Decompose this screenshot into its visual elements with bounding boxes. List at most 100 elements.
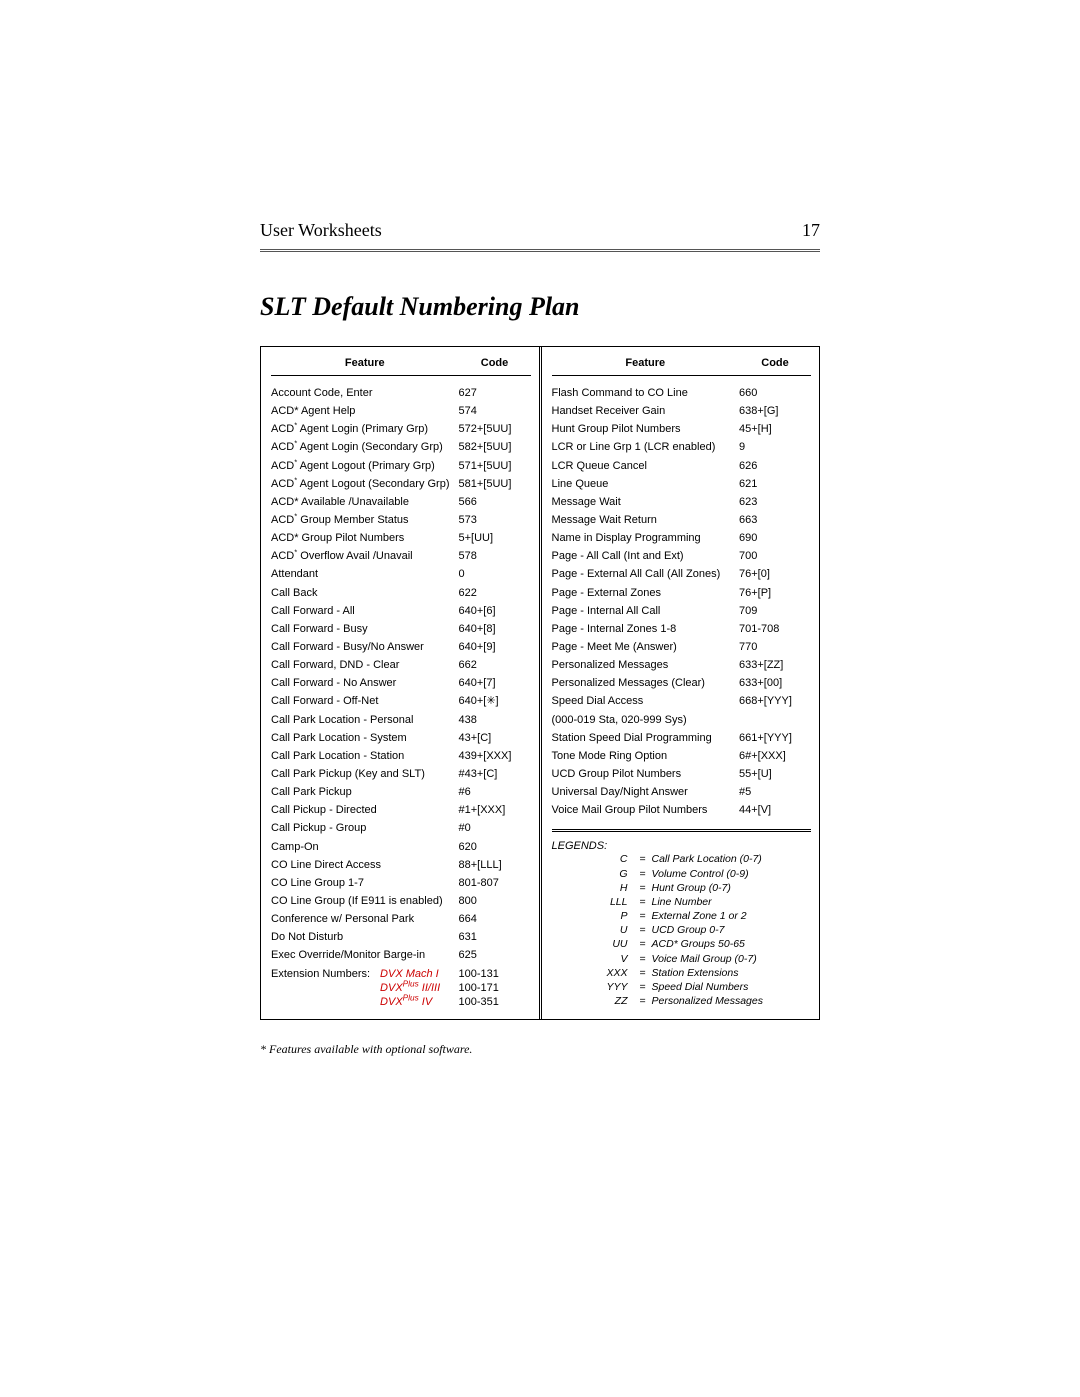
feature-cell: Message Wait Return (552, 511, 740, 529)
table-row: ACD* Agent Login (Secondary Grp)582+[5UU… (271, 438, 531, 456)
feature-cell: CO Line Group 1-7 (271, 874, 459, 892)
table-row: Call Park Location - Station439+[XXX] (271, 747, 531, 765)
code-cell: 662 (459, 656, 531, 674)
table-row: ACD* Group Pilot Numbers5+[UU] (271, 529, 531, 547)
table-row: Call Park Pickup (Key and SLT)#43+[C] (271, 765, 531, 783)
table-row: (000-019 Sta, 020-999 Sys) (552, 711, 812, 729)
code-cell: 9 (739, 438, 811, 456)
legend-key: C (598, 852, 634, 866)
code-cell: 582+[5UU] (459, 438, 531, 456)
table-row: UCD Group Pilot Numbers55+[U] (552, 765, 812, 783)
table-row: Handset Receiver Gain638+[G] (552, 402, 812, 420)
table-row: Page - Internal Zones 1-8701-708 (552, 620, 812, 638)
feature-cell: Call Forward - All (271, 602, 459, 620)
table-row: Call Park Location - System43+[C] (271, 729, 531, 747)
feature-cell: Call Park Pickup (271, 783, 459, 801)
feature-cell: Call Park Location - Station (271, 747, 459, 765)
ext-code: 100-131 (459, 967, 531, 981)
ext-model: DVX Mach I (380, 967, 458, 981)
feature-cell: Do Not Disturb (271, 928, 459, 946)
legends-title: LEGENDS: (552, 840, 812, 852)
feature-cell: Call Park Pickup (Key and SLT) (271, 765, 459, 783)
table-row: Call Forward - All640+[6] (271, 602, 531, 620)
feature-cell: Call Park Location - Personal (271, 711, 459, 729)
legend-row: UU=ACD* Groups 50-65 (598, 937, 812, 951)
code-cell: 633+[00] (739, 674, 811, 692)
code-cell: 76+[P] (739, 584, 811, 602)
legend-eq: = (634, 994, 652, 1008)
feature-cell: Message Wait (552, 493, 740, 511)
table-row: Conference w/ Personal Park664 (271, 910, 531, 928)
table-row: Line Queue621 (552, 475, 812, 493)
code-cell: 439+[XXX] (459, 747, 531, 765)
code-cell: 668+[YYY] (739, 692, 811, 710)
feature-cell: Page - Meet Me (Answer) (552, 638, 740, 656)
code-cell: 627 (459, 384, 531, 402)
feature-cell: Call Forward - Off-Net (271, 692, 459, 710)
code-cell: 663 (739, 511, 811, 529)
feature-cell: Flash Command to CO Line (552, 384, 740, 402)
code-cell: 801-807 (459, 874, 531, 892)
right-column: Feature Code Flash Command to CO Line660… (542, 347, 820, 1019)
table-row: Voice Mail Group Pilot Numbers44+[V] (552, 801, 812, 819)
table-row: Station Speed Dial Programming661+[YYY] (552, 729, 812, 747)
code-cell: 770 (739, 638, 811, 656)
code-cell: 640+[8] (459, 620, 531, 638)
code-cell: 571+[5UU] (459, 457, 531, 475)
table-row: Personalized Messages (Clear)633+[00] (552, 674, 812, 692)
code-cell: 640+[9] (459, 638, 531, 656)
table-row: Call Forward - Busy/No Answer640+[9] (271, 638, 531, 656)
feature-cell: Call Forward - Busy/No Answer (271, 638, 459, 656)
code-cell: 574 (459, 402, 531, 420)
legend-row: C=Call Park Location (0-7) (598, 852, 812, 866)
table-row: ACD* Agent Help574 (271, 402, 531, 420)
feature-cell: Page - All Call (Int and Ext) (552, 547, 740, 565)
table-row: Page - External All Call (All Zones)76+[… (552, 565, 812, 583)
code-cell: 621 (739, 475, 811, 493)
table-row: CO Line Group 1-7801-807 (271, 874, 531, 892)
feature-cell: Name in Display Programming (552, 529, 740, 547)
legends-box: LEGENDS: C=Call Park Location (0-7)G=Vol… (552, 829, 812, 1008)
code-cell: 701-708 (739, 620, 811, 638)
page-header: User Worksheets 17 (260, 220, 820, 241)
table-header-right: Feature Code (552, 357, 812, 376)
feature-cell: Call Back (271, 584, 459, 602)
table-row: CO Line Group (If E911 is enabled)800 (271, 892, 531, 910)
th-feature: Feature (271, 357, 459, 369)
legend-key: XXX (598, 966, 634, 980)
legend-desc: ACD* Groups 50-65 (652, 937, 812, 951)
legend-eq: = (634, 852, 652, 866)
feature-cell: Camp-On (271, 838, 459, 856)
numbering-plan-table: Feature Code Account Code, Enter627ACD* … (260, 346, 820, 1020)
legend-key: G (598, 867, 634, 881)
feature-cell: Page - External Zones (552, 584, 740, 602)
code-cell: 43+[C] (459, 729, 531, 747)
code-cell: #1+[XXX] (459, 801, 531, 819)
code-cell: 438 (459, 711, 531, 729)
legend-row: ZZ=Personalized Messages (598, 994, 812, 1008)
code-cell: 620 (459, 838, 531, 856)
code-cell: 631 (459, 928, 531, 946)
table-row: Call Park Location - Personal438 (271, 711, 531, 729)
legend-row: YYY=Speed Dial Numbers (598, 980, 812, 994)
legend-desc: Speed Dial Numbers (652, 980, 812, 994)
legend-desc: UCD Group 0-7 (652, 923, 812, 937)
feature-cell: ACD* Available /Unavailable (271, 493, 459, 511)
table-row: ACD* Overflow Avail /Unavail578 (271, 547, 531, 565)
feature-cell: ACD* Agent Logout (Secondary Grp) (271, 475, 459, 493)
table-row: ACD* Available /Unavailable566 (271, 493, 531, 511)
table-row: ACD* Agent Logout (Primary Grp)571+[5UU] (271, 457, 531, 475)
feature-cell: CO Line Direct Access (271, 856, 459, 874)
table-row: Call Forward - Busy640+[8] (271, 620, 531, 638)
code-cell: 640+[7] (459, 674, 531, 692)
code-cell: 709 (739, 602, 811, 620)
ext-models: DVX Mach IDVXPlus II/IIIDVXPlus IV (380, 967, 458, 1010)
extension-numbers-row: Extension Numbers: DVX Mach IDVXPlus II/… (271, 967, 531, 1010)
legend-key: ZZ (598, 994, 634, 1008)
legend-desc: Personalized Messages (652, 994, 812, 1008)
ext-codes: 100-131100-171100-351 (459, 967, 531, 1010)
footnote: * Features available with optional softw… (260, 1042, 820, 1057)
code-cell: 664 (459, 910, 531, 928)
legend-eq: = (634, 881, 652, 895)
page-number: 17 (802, 220, 820, 241)
